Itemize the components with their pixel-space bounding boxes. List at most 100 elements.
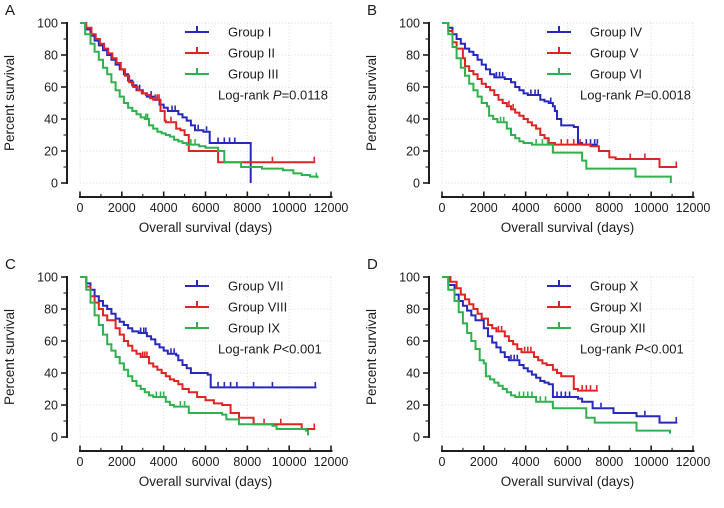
- panel-c-label: C: [5, 256, 17, 273]
- y-tick-label: 20: [44, 144, 58, 158]
- legend: Group IV Group V Group VI: [547, 25, 642, 82]
- panel-d-label: D: [367, 256, 379, 273]
- gridlines: [79, 22, 332, 184]
- x-tick-label: 10000: [634, 455, 669, 469]
- panel-d: D 0 20 40 60 80 100 0 2000 4000 6000 8000 10000 1200…: [362, 254, 724, 508]
- panel-c-chart: 0 20 40 60 80 100 0 2000 4000 6000 8000 10000 12000 O…: [2, 270, 349, 489]
- survival-curve: [80, 22, 252, 183]
- survival-curve: [80, 276, 309, 436]
- series-group-v: [442, 22, 678, 168]
- x-tick-label: 12000: [676, 455, 711, 469]
- y-axis: [423, 22, 430, 184]
- x-axis: [79, 445, 333, 452]
- logrank-annotation: Log-rank P<0.001: [580, 342, 684, 357]
- y-tick-label: 0: [51, 430, 58, 444]
- legend-label: Group VIII: [228, 300, 287, 315]
- logrank-annotation: Log-rank P=0.0118: [218, 88, 328, 103]
- y-tick-label: 20: [44, 398, 58, 412]
- x-tick-label: 10000: [272, 455, 307, 469]
- x-axis-title: Overall survival (days): [139, 474, 273, 489]
- legend-label: Group V: [590, 46, 639, 61]
- y-tick-label: 40: [406, 366, 420, 380]
- y-tick-label: 100: [399, 270, 420, 284]
- series-group-xi: [442, 276, 598, 392]
- y-tick-label: 20: [406, 398, 420, 412]
- x-tick-label: 2000: [108, 455, 136, 469]
- y-tick-label: 60: [406, 80, 420, 94]
- x-tick-label: 8000: [595, 455, 623, 469]
- legend-label: Group XI: [590, 300, 642, 315]
- series-group-viii: [80, 276, 316, 430]
- survival-curve: [80, 22, 316, 164]
- x-tick-label: 2000: [108, 201, 136, 215]
- legend-label: Group X: [590, 279, 639, 294]
- survival-curve: [442, 276, 598, 392]
- survival-curve: [442, 22, 678, 168]
- panel-b-chart: 0 20 40 60 80 100 0 2000 4000 6000 8000 10000 12000 O…: [364, 16, 711, 235]
- x-tick-label: 2000: [470, 201, 498, 215]
- x-tick-label: 6000: [554, 455, 582, 469]
- x-tick-label: 6000: [192, 201, 220, 215]
- x-axis-title: Overall survival (days): [501, 474, 635, 489]
- x-tick-label: 12000: [314, 201, 349, 215]
- x-tick-label: 2000: [470, 455, 498, 469]
- y-tick-label: 80: [406, 302, 420, 316]
- x-tick-label: 4000: [512, 455, 540, 469]
- y-tick-label: 40: [44, 366, 58, 380]
- y-axis-title: Percent survival: [2, 309, 17, 405]
- y-tick-label: 100: [37, 270, 58, 284]
- legend: Group X Group XI Group XII: [547, 279, 646, 336]
- x-axis-title: Overall survival (days): [139, 220, 273, 235]
- y-axis-title: Percent survival: [364, 309, 379, 405]
- x-axis-title: Overall survival (days): [501, 220, 635, 235]
- x-tick-label: 6000: [192, 455, 220, 469]
- x-tick-label: 6000: [554, 201, 582, 215]
- y-axis-title: Percent survival: [2, 55, 17, 151]
- survival-curve: [442, 276, 678, 424]
- series-group-ix: [80, 276, 309, 436]
- legend-label: Group IX: [228, 321, 280, 336]
- y-tick-label: 60: [44, 334, 58, 348]
- series-group-x: [442, 276, 678, 424]
- y-tick-label: 0: [413, 176, 420, 190]
- y-axis: [423, 276, 430, 438]
- logrank-annotation: Log-rank P=0.0018: [580, 88, 691, 103]
- panel-b: B 0 20 40 60 80 100 0 2000 4000 6000 8000 10000 1200…: [362, 0, 724, 254]
- x-tick-label: 0: [77, 455, 84, 469]
- legend-label: Group IV: [590, 25, 642, 40]
- y-tick-label: 100: [399, 16, 420, 30]
- y-tick-label: 60: [406, 334, 420, 348]
- survival-curve: [442, 276, 671, 434]
- x-axis: [79, 191, 333, 198]
- panel-d-chart: 0 20 40 60 80 100 0 2000 4000 6000 8000 10000 12000 O…: [364, 270, 711, 489]
- x-tick-label: 12000: [676, 201, 711, 215]
- x-tick-label: 10000: [634, 201, 669, 215]
- y-tick-label: 20: [406, 144, 420, 158]
- series-group-vii: [80, 276, 317, 389]
- y-tick-label: 0: [51, 176, 58, 190]
- legend-label: Group I: [228, 25, 271, 40]
- y-tick-label: 40: [406, 112, 420, 126]
- panel-c: C 0 20 40 60 80 100 0 2000 4000 6000 8000 10000 1200…: [0, 254, 362, 508]
- legend: Group I Group II Group III: [185, 25, 279, 82]
- legend-label: Group VII: [228, 279, 284, 294]
- gridlines: [441, 276, 694, 438]
- y-tick-label: 100: [37, 16, 58, 30]
- legend-label: Group II: [228, 46, 275, 61]
- legend-label: Group VI: [590, 67, 642, 82]
- x-tick-label: 0: [439, 455, 446, 469]
- panel-a-label: A: [5, 2, 16, 19]
- logrank-annotation: Log-rank P<0.001: [218, 342, 322, 357]
- series-group-vi: [442, 22, 672, 183]
- x-tick-label: 8000: [233, 201, 261, 215]
- legend: Group VII Group VIII Group IX: [185, 279, 287, 336]
- y-tick-label: 80: [44, 48, 58, 62]
- y-axis-title: Percent survival: [364, 55, 379, 151]
- series-group-iv: [442, 22, 599, 146]
- x-tick-label: 12000: [314, 455, 349, 469]
- survival-curve: [442, 22, 598, 146]
- y-tick-label: 60: [44, 80, 58, 94]
- x-axis: [441, 191, 695, 198]
- panel-a-chart: 0 20 40 60 80 100 0 2000 4000 6000 8000 10000 12000 O…: [2, 16, 349, 235]
- x-tick-label: 8000: [233, 455, 261, 469]
